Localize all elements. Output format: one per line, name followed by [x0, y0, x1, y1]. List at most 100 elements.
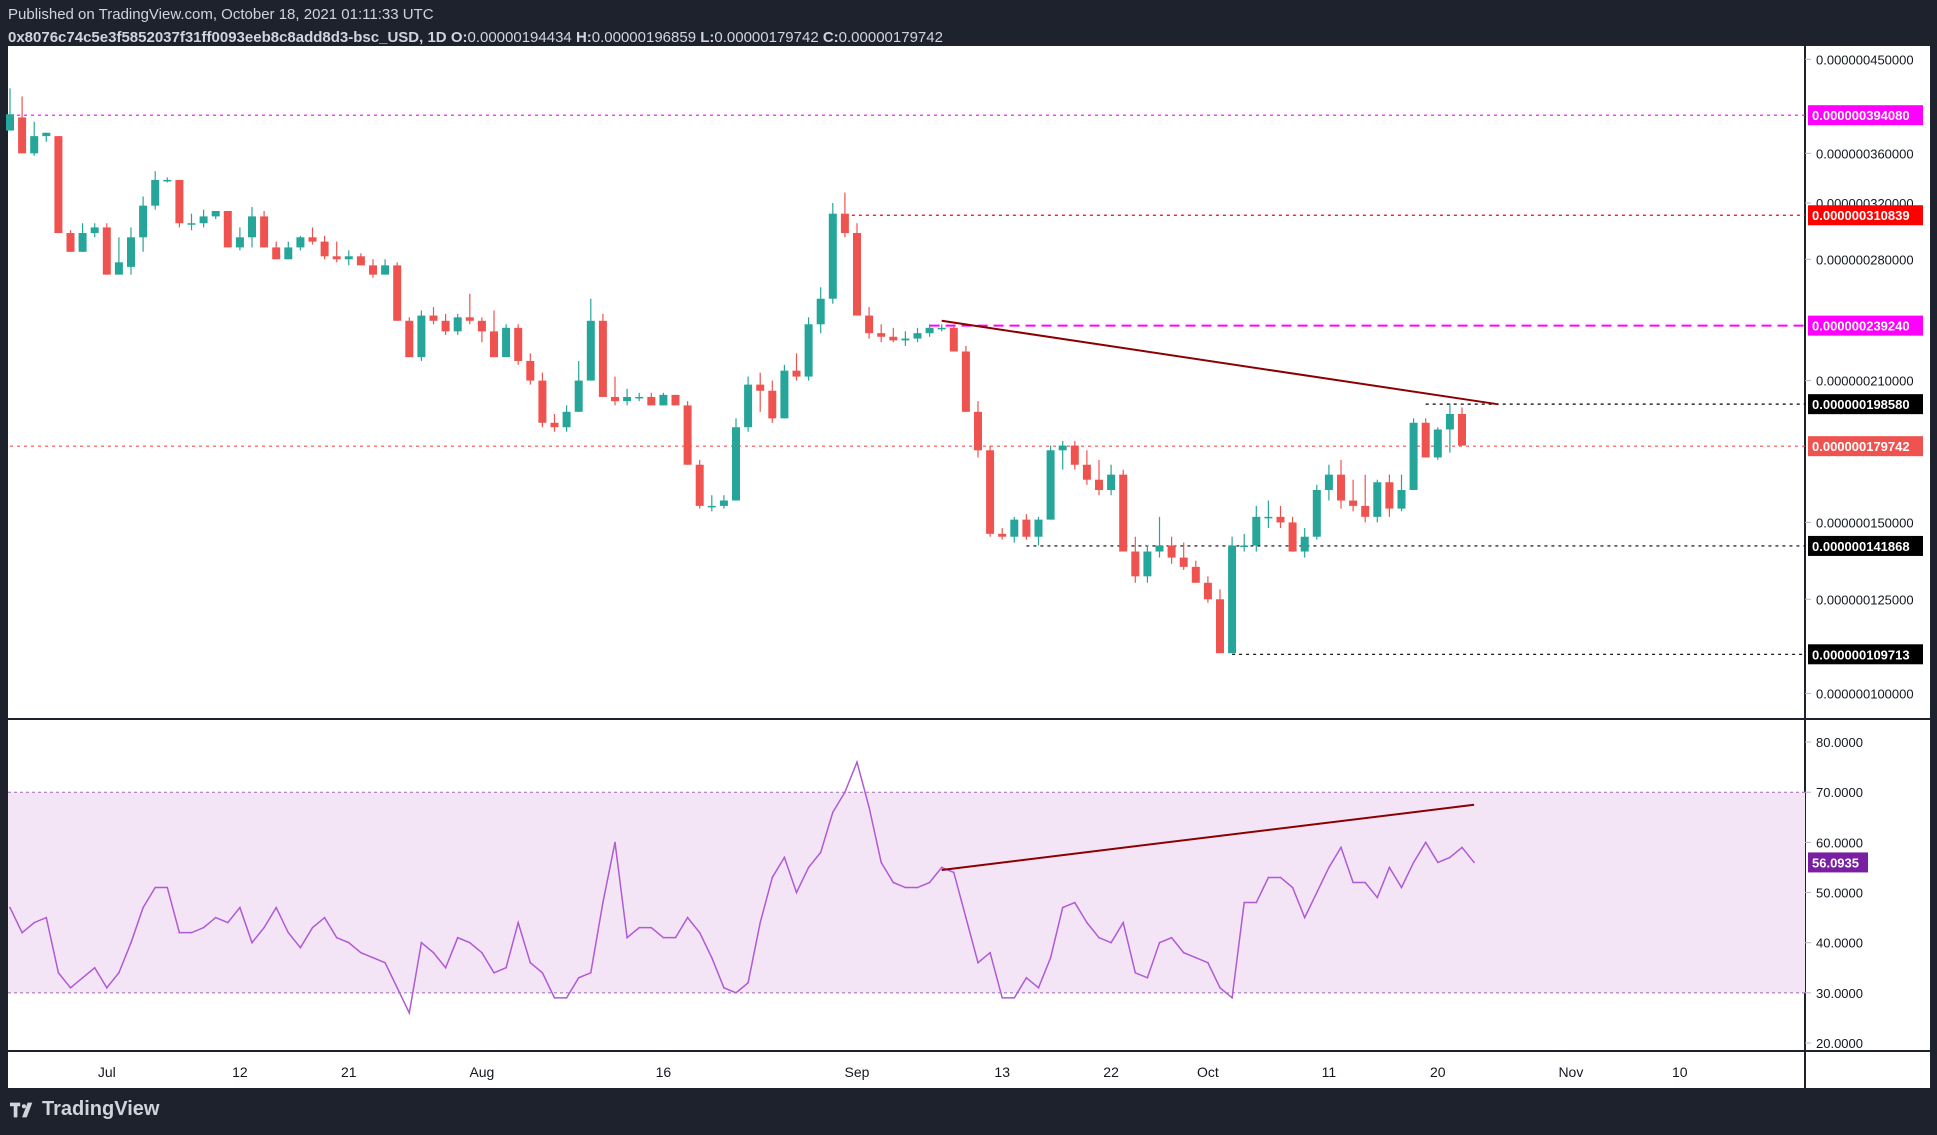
candle[interactable] — [1034, 516, 1043, 546]
candle[interactable] — [792, 353, 801, 381]
candle[interactable] — [1131, 536, 1140, 583]
candle[interactable] — [853, 223, 861, 316]
candle[interactable] — [804, 317, 813, 381]
candle[interactable] — [441, 313, 450, 335]
candle[interactable] — [865, 307, 874, 339]
candle[interactable] — [187, 213, 196, 231]
candle[interactable] — [840, 192, 849, 238]
candle[interactable] — [1240, 533, 1249, 552]
candle[interactable] — [574, 360, 583, 412]
candle[interactable] — [1458, 407, 1466, 446]
candle[interactable] — [611, 376, 619, 406]
candle[interactable] — [272, 241, 281, 260]
candle[interactable] — [913, 327, 922, 343]
candle[interactable] — [586, 298, 595, 381]
candle[interactable] — [490, 310, 498, 358]
candle[interactable] — [344, 250, 353, 266]
candle[interactable] — [260, 210, 269, 248]
candle[interactable] — [756, 372, 765, 412]
candle[interactable] — [1058, 440, 1067, 470]
candle[interactable] — [1312, 484, 1321, 540]
candle[interactable] — [1107, 464, 1116, 496]
candle[interactable] — [1095, 459, 1103, 496]
candle[interactable] — [635, 392, 644, 402]
candle[interactable] — [90, 223, 99, 238]
candle[interactable] — [768, 380, 777, 423]
candle[interactable] — [1337, 459, 1345, 509]
candle[interactable] — [405, 317, 414, 358]
candle[interactable] — [1397, 474, 1406, 512]
candle[interactable] — [562, 405, 571, 432]
candle[interactable] — [901, 331, 910, 346]
candle[interactable] — [1228, 536, 1237, 654]
candle[interactable] — [1082, 450, 1091, 485]
candle[interactable] — [1046, 445, 1055, 520]
candle[interactable] — [1252, 505, 1261, 552]
candle[interactable] — [526, 353, 535, 385]
candle[interactable] — [949, 324, 958, 352]
candle[interactable] — [877, 324, 886, 343]
candle[interactable] — [780, 364, 789, 419]
candle[interactable] — [6, 88, 14, 131]
footer-brand[interactable]: TradingView — [10, 1098, 159, 1121]
candle[interactable] — [707, 495, 716, 512]
candle[interactable] — [889, 327, 898, 343]
candle[interactable] — [1373, 479, 1382, 523]
candle[interactable] — [1349, 479, 1358, 512]
candle[interactable] — [211, 210, 220, 220]
candle[interactable] — [1022, 514, 1031, 540]
candle[interactable] — [1445, 403, 1454, 453]
candle[interactable] — [732, 418, 740, 501]
candle[interactable] — [974, 401, 982, 458]
candle[interactable] — [671, 394, 680, 406]
candle[interactable] — [719, 495, 728, 509]
candle[interactable] — [550, 413, 559, 432]
candle[interactable] — [1191, 560, 1200, 583]
candle[interactable] — [127, 227, 135, 275]
candle[interactable] — [1143, 545, 1152, 583]
candle[interactable] — [369, 259, 377, 278]
candle[interactable] — [816, 287, 825, 334]
candle[interactable] — [429, 307, 438, 325]
candle[interactable] — [381, 259, 390, 275]
candle[interactable] — [1288, 516, 1297, 552]
candle[interactable] — [986, 445, 995, 537]
candle[interactable] — [1433, 427, 1442, 460]
candle[interactable] — [695, 459, 704, 509]
candle[interactable] — [1409, 418, 1418, 490]
candle[interactable] — [1167, 536, 1176, 564]
candle[interactable] — [623, 388, 632, 406]
rsi-line[interactable] — [9, 759, 1475, 1016]
candle[interactable] — [998, 528, 1007, 540]
candle[interactable] — [308, 227, 317, 245]
candle[interactable] — [163, 177, 172, 183]
candle[interactable] — [356, 253, 365, 266]
candle[interactable] — [54, 136, 63, 234]
candle[interactable] — [1216, 589, 1224, 654]
candle[interactable] — [598, 313, 607, 397]
candle[interactable] — [175, 179, 184, 228]
candle[interactable] — [465, 293, 474, 325]
candle[interactable] — [1203, 576, 1212, 603]
candle[interactable] — [199, 209, 208, 228]
candle[interactable] — [1361, 474, 1370, 523]
candle[interactable] — [18, 96, 27, 154]
candle[interactable] — [102, 223, 111, 275]
candle[interactable] — [139, 196, 148, 252]
candle[interactable] — [514, 324, 523, 365]
candle[interactable] — [477, 317, 486, 343]
candle[interactable] — [296, 235, 305, 251]
candle[interactable] — [30, 121, 39, 156]
candle[interactable] — [223, 210, 232, 248]
candle[interactable] — [114, 237, 123, 275]
symbol[interactable]: 0x8076c74c5e3f5852037f31ff0093eeb8c8add8… — [8, 29, 447, 46]
candle[interactable] — [744, 376, 753, 432]
candle[interactable] — [1155, 516, 1164, 558]
candle[interactable] — [1179, 542, 1188, 570]
candle[interactable] — [284, 241, 293, 260]
candle[interactable] — [828, 202, 837, 304]
candle[interactable] — [332, 241, 341, 263]
candle[interactable] — [42, 132, 51, 142]
candle[interactable] — [683, 401, 692, 465]
